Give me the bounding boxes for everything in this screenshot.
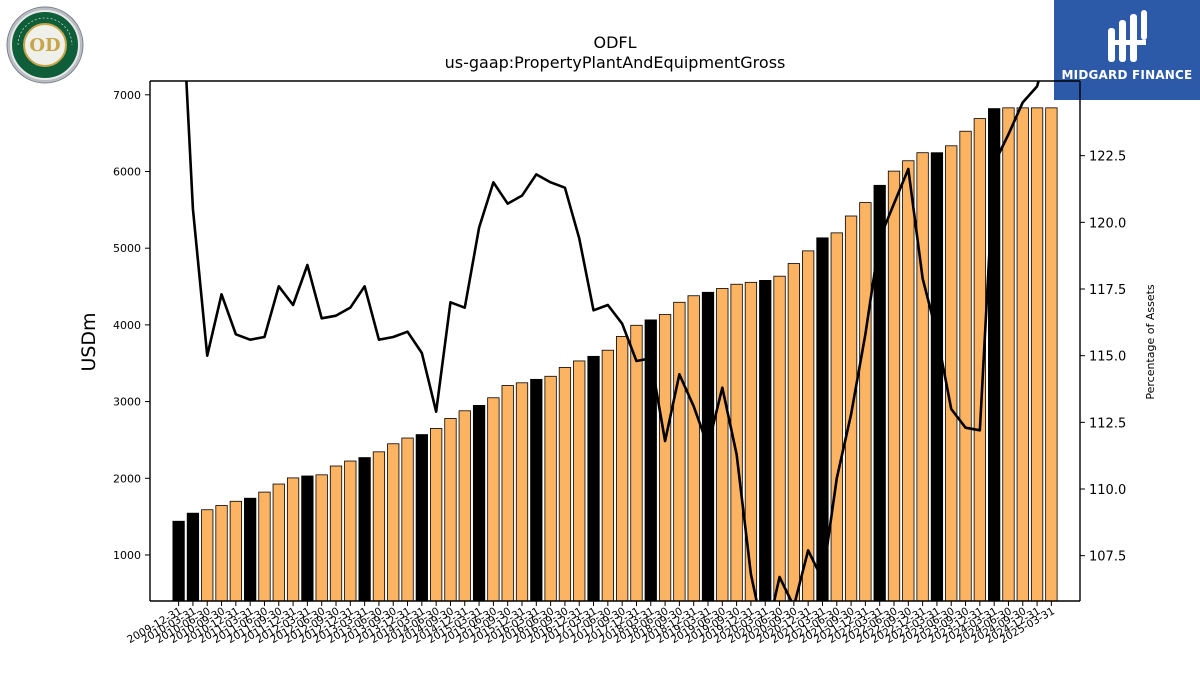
bar [229,500,242,602]
bar [344,460,357,602]
y2-tick-label: 117.5 [1089,283,1126,298]
bar [1030,107,1044,602]
bar [244,497,257,602]
bar [787,263,800,602]
y2-tick-label: 112.5 [1089,416,1126,431]
bar [372,451,386,602]
bar [930,152,944,602]
y-tick-label: 2000 [113,472,141,485]
chart-subtitle: us-gaap:PropertyPlantAndEquipmentGross [445,53,786,72]
old-dominion-logo: OD [6,6,84,84]
bar [444,418,457,602]
y-tick-label: 4000 [113,319,141,332]
bar [859,202,872,602]
y2-axis-ticks: 107.5 110.0 112.5 115.0 117.5 120.0 122.5 [1080,150,1126,565]
bar [315,474,328,602]
axes [149,80,1081,602]
bar [1045,107,1058,602]
bar [759,280,772,602]
bar [458,410,471,602]
bar-series [172,107,1058,602]
bar [172,520,185,602]
y2-tick-label: 122.5 [1089,150,1126,165]
y2-tick-label: 120.0 [1089,216,1126,231]
bar [558,367,572,602]
bar [902,160,915,602]
y-tick-label: 6000 [113,166,141,179]
y-tick-label: 7000 [113,89,141,102]
y2-tick-label: 115.0 [1089,350,1126,365]
bar [673,301,686,602]
percentage-line [185,81,1040,601]
bar [387,443,400,602]
line-series [185,81,1040,601]
bar [329,465,343,602]
bar [873,184,886,602]
bar [430,428,443,602]
old-dominion-seal-icon: OD [6,6,84,84]
bar [730,283,743,602]
y2-tick-label: 110.0 [1089,483,1126,498]
bar [687,295,700,602]
y-axis-label: USDm [78,312,100,371]
bar [201,509,214,602]
bar [573,360,586,602]
bar [616,335,629,602]
midgard-finance-mark-icon [1108,10,1147,62]
midgard-finance-wordmark: MIDGARD FINANCE [1061,68,1193,82]
chart-title: ODFL [593,33,636,52]
bar [415,434,428,602]
bar [358,457,371,602]
bar [744,281,758,602]
bar [186,512,200,602]
bar [501,385,514,602]
bar [716,288,729,602]
bar [773,275,786,602]
bar [587,355,600,602]
bar [258,491,271,602]
y-tick-label: 1000 [113,549,141,562]
bar [1016,107,1029,602]
y-tick-label: 3000 [113,396,141,409]
bar [630,324,643,602]
svg-text:OD: OD [29,35,60,56]
bar [272,483,285,602]
bar [945,145,958,602]
bar [544,375,557,602]
y-tick-label: 5000 [113,242,141,255]
y2-tick-label: 107.5 [1089,550,1126,565]
x-axis-ticks: 2009-12-312010-03-312010-06-302010-09-30… [125,601,1057,646]
bar [887,170,901,602]
bar [916,152,929,602]
bar [301,475,314,602]
bar [530,378,543,602]
bar [830,232,843,602]
y2-axis-label: Percentage of Assets [1144,284,1157,400]
bar [286,477,300,602]
bar [658,314,672,602]
bar [802,250,815,602]
bar [401,437,414,602]
bar [215,505,228,602]
bar [515,382,529,602]
bar [472,405,486,602]
bar [487,397,500,602]
y-axis-ticks: 1000 2000 3000 4000 5000 6000 7000 [113,89,150,562]
midgard-finance-logo: MIDGARD FINANCE [1054,0,1200,100]
bar [959,130,972,602]
bar [1002,107,1015,602]
bar [601,349,614,602]
